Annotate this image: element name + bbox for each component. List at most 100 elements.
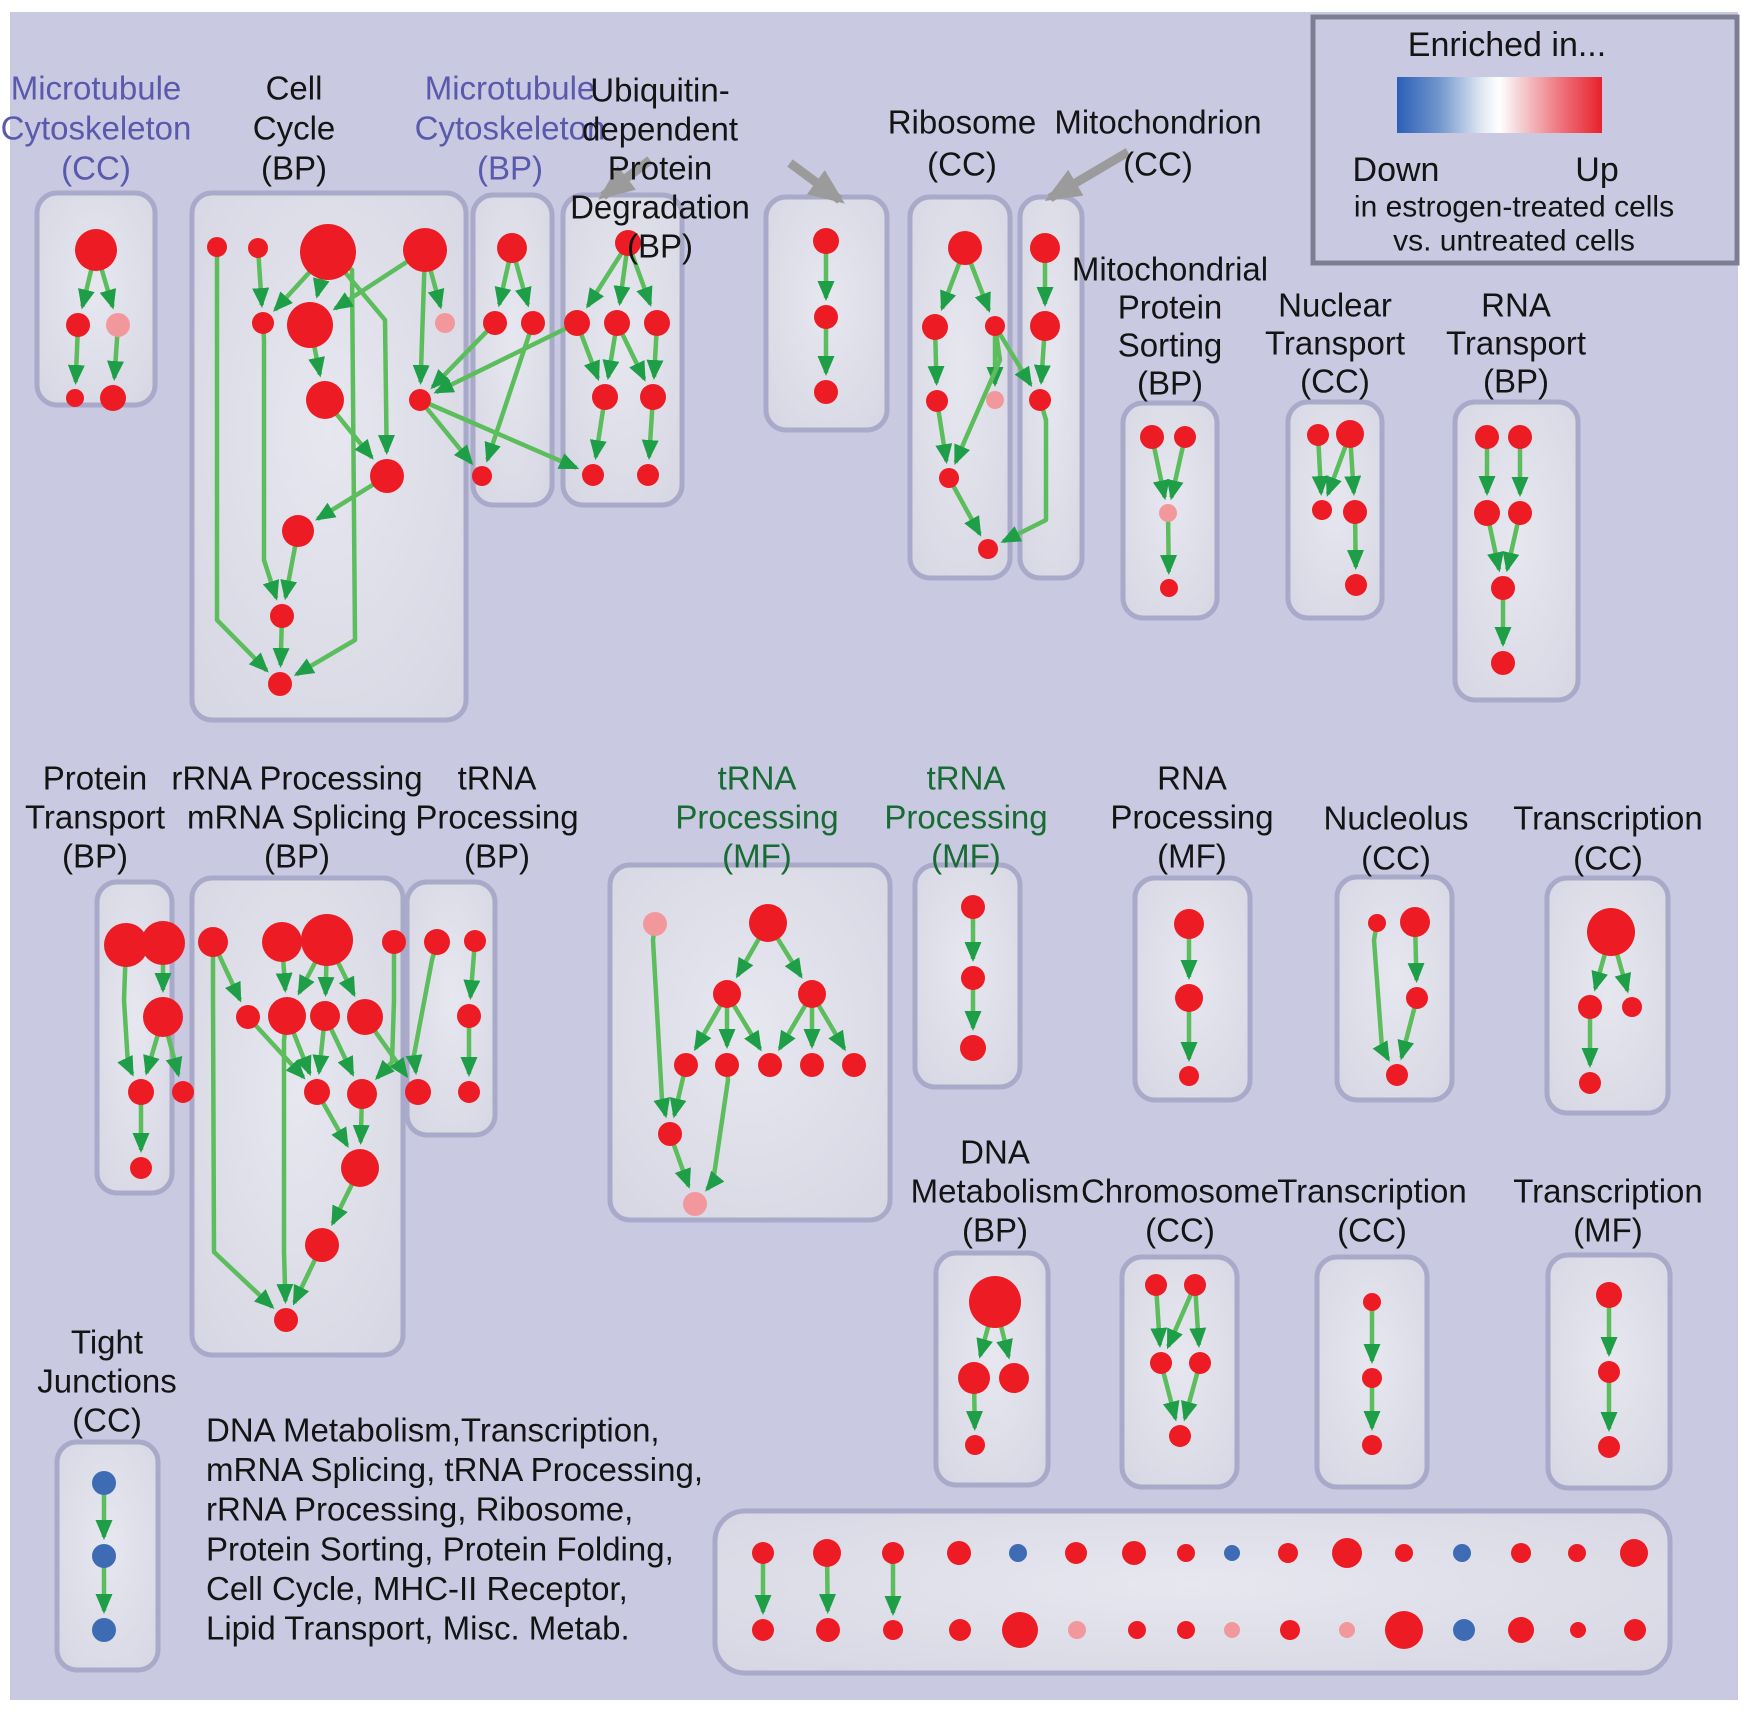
go-term-node-d1: [615, 230, 641, 256]
cluster-label-mc-bp-line3: (BP): [477, 150, 543, 187]
go-term-node-lb3: [883, 1620, 903, 1640]
go-term-node-i1: [1307, 424, 1329, 446]
go-term-node-m5: [405, 1079, 431, 1105]
cluster-label-mps-line4: (BP): [1137, 365, 1203, 402]
go-term-node-lt4: [947, 1541, 971, 1565]
go-term-node-lt11: [1332, 1538, 1362, 1568]
cluster-label-nuclear-transport-line2: Transport: [1265, 325, 1405, 362]
go-term-node-k5: [172, 1081, 194, 1103]
cluster-label-rna-processing-mf-line3: (MF): [1157, 838, 1227, 875]
go-term-node-f4: [926, 390, 948, 412]
go-term-node-lt15: [1568, 1544, 1586, 1562]
edge-b9-c4: [418, 398, 474, 466]
cluster-label-chromosome-line2: (CC): [1145, 1212, 1215, 1249]
cluster-box-mc-cc: [34, 190, 158, 408]
cluster-label-dna-metabolism-line3: (BP): [962, 1212, 1028, 1249]
cluster-label-rrna-processing-line1: rRNA Processing: [171, 760, 422, 797]
go-term-node-c2: [483, 311, 507, 335]
go-term-node-r4: [1579, 1072, 1601, 1094]
go-term-node-t1: [1145, 1274, 1167, 1296]
cluster-label-dna-metabolism-line1: DNA: [960, 1134, 1030, 1171]
cluster-label-rna-transport-line3: (BP): [1483, 363, 1549, 400]
go-term-node-s1: [969, 1276, 1021, 1328]
misc-categories-text-line5: Cell Cycle, MHC-II Receptor,: [206, 1570, 628, 1607]
go-term-node-t5: [1169, 1425, 1191, 1447]
go-term-node-k6: [130, 1157, 152, 1179]
cluster-label-mc-cc-line2: Cytoskeleton: [1, 110, 192, 147]
legend-gradient-bar: [1397, 77, 1602, 133]
go-term-node-q3: [1406, 987, 1428, 1009]
go-term-node-n6: [715, 1053, 739, 1077]
misc-categories-text-line6: Lipid Transport, Misc. Metab.: [206, 1610, 630, 1647]
cluster-label-mps-line3: Sorting: [1118, 327, 1223, 364]
cluster-label-cell-cycle-line1: Cell: [266, 70, 323, 107]
legend-box: [1310, 14, 1740, 266]
go-term-node-f3: [985, 316, 1005, 336]
cluster-label-ribosome-line1: Ribosome: [888, 104, 1037, 141]
go-term-node-l13: [274, 1308, 298, 1332]
go-term-node-l3: [301, 914, 353, 966]
go-term-node-p3: [1179, 1066, 1199, 1086]
go-term-node-b8: [306, 381, 344, 419]
go-term-node-q2: [1400, 907, 1430, 937]
go-term-node-lt1: [752, 1542, 774, 1564]
cluster-label-protein-transport-line2: Transport: [25, 799, 165, 836]
cluster-label-mitochondrion-line2: (CC): [1123, 146, 1193, 183]
go-term-node-k3: [143, 997, 183, 1037]
cluster-label-nuclear-transport-line3: (CC): [1300, 363, 1370, 400]
go-term-node-m2: [464, 930, 486, 952]
go-term-node-s2: [958, 1362, 990, 1394]
cluster-label-nucleolus-line1: Nucleolus: [1324, 800, 1469, 837]
cluster-label-nuclear-transport-line1: Nuclear: [1278, 287, 1392, 324]
go-term-node-h3: [1159, 504, 1177, 522]
go-term-node-n8: [800, 1053, 824, 1077]
go-term-node-d8: [637, 464, 659, 486]
cluster-box-transcription-cc-mid: [1544, 875, 1671, 1116]
cluster-label-rna-processing-mf-line1: RNA: [1157, 760, 1227, 797]
go-term-node-lt9: [1224, 1545, 1240, 1561]
go-term-node-t3: [1150, 1352, 1172, 1374]
go-term-node-i3: [1312, 500, 1332, 520]
cluster-label-ubiquitin-line3: Protein: [608, 150, 713, 187]
go-term-node-b5: [252, 312, 274, 334]
go-term-node-j2: [1508, 425, 1532, 449]
cluster-box-dna-met: [933, 1250, 1051, 1488]
go-term-node-lt2: [813, 1539, 841, 1567]
go-term-node-lt3: [882, 1542, 904, 1564]
go-term-node-lb8: [1177, 1621, 1195, 1639]
go-term-node-b4: [403, 228, 447, 272]
go-term-node-b3: [300, 224, 356, 280]
misc-categories-text-line2: mRNA Splicing, tRNA Processing,: [206, 1451, 703, 1488]
cluster-label-transcription-cc-mid-line2: (CC): [1573, 840, 1643, 877]
go-term-node-lb16: [1624, 1619, 1646, 1641]
go-term-node-lt5: [1009, 1544, 1027, 1562]
cluster-label-protein-transport-line3: (BP): [62, 838, 128, 875]
go-term-node-s4: [965, 1435, 985, 1455]
legend-subtitle-2: vs. untreated cells: [1393, 225, 1635, 258]
cluster-label-trna-mf-1-line2: Processing: [675, 799, 838, 836]
go-term-node-b10: [370, 459, 404, 493]
cluster-label-cell-cycle-line2: Cycle: [253, 110, 336, 147]
cluster-label-mc-cc-line1: Microtubule: [11, 70, 182, 107]
go-term-node-lb9: [1224, 1622, 1240, 1638]
go-term-node-n11: [683, 1192, 707, 1216]
cluster-label-trna-mf-2-line3: (MF): [931, 838, 1001, 875]
go-term-node-u2: [1362, 1368, 1382, 1388]
go-term-node-p1: [1174, 909, 1204, 939]
go-term-node-k4: [128, 1079, 154, 1105]
go-term-node-l9: [304, 1079, 330, 1105]
cluster-label-trna-bp-line3: (BP): [464, 838, 530, 875]
cluster-label-mc-bp-line1: Microtubule: [425, 70, 596, 107]
cluster-label-tight-junctions-line1: Tight: [71, 1324, 143, 1361]
cluster-label-mitochondrion-line1: Mitochondrion: [1054, 104, 1261, 141]
go-term-node-b6: [287, 302, 333, 348]
go-term-node-d3: [604, 310, 630, 336]
cluster-label-chromosome-line1: Chromosome: [1081, 1173, 1279, 1210]
go-term-node-k2: [141, 921, 185, 965]
cluster-label-transcription-mf-line2: (MF): [1573, 1212, 1643, 1249]
cluster-label-rna-processing-mf-line2: Processing: [1110, 799, 1273, 836]
go-term-node-g3: [1029, 389, 1051, 411]
